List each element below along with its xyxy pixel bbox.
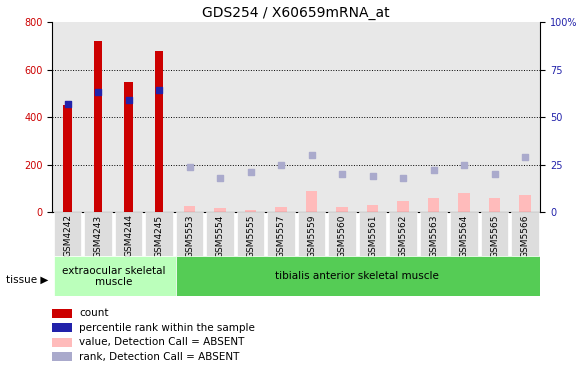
Bar	[479, 22, 510, 212]
Text: GSM4244: GSM4244	[124, 214, 133, 257]
FancyBboxPatch shape	[176, 256, 542, 296]
Bar	[205, 22, 235, 212]
Bar	[327, 22, 357, 212]
Text: GSM4242: GSM4242	[63, 214, 72, 257]
Bar	[519, 195, 531, 212]
Bar	[174, 22, 205, 212]
Bar	[510, 22, 540, 212]
Point	[399, 175, 408, 181]
Text: tissue ▶: tissue ▶	[6, 275, 48, 285]
Bar	[266, 22, 296, 212]
Bar	[235, 22, 266, 212]
Text: GSM5566: GSM5566	[521, 214, 529, 258]
Bar	[388, 22, 418, 212]
Bar	[296, 22, 327, 212]
Point	[94, 89, 103, 95]
Text: GSM5560: GSM5560	[338, 214, 346, 258]
FancyBboxPatch shape	[267, 212, 295, 256]
FancyBboxPatch shape	[328, 212, 356, 256]
Bar	[397, 201, 409, 212]
FancyBboxPatch shape	[54, 256, 176, 296]
FancyBboxPatch shape	[115, 212, 142, 256]
Point	[124, 97, 133, 103]
FancyBboxPatch shape	[54, 212, 81, 256]
Point	[216, 175, 225, 181]
Text: extraocular skeletal
muscle: extraocular skeletal muscle	[62, 265, 165, 287]
FancyBboxPatch shape	[420, 212, 447, 256]
Bar	[113, 22, 144, 212]
Point	[460, 162, 469, 168]
Point	[307, 152, 316, 158]
Text: GSM4243: GSM4243	[94, 214, 102, 258]
Text: GSM5554: GSM5554	[216, 214, 224, 258]
Bar	[83, 22, 113, 212]
FancyBboxPatch shape	[176, 212, 203, 256]
Bar	[214, 208, 226, 212]
Text: GSM5553: GSM5553	[185, 214, 194, 258]
FancyBboxPatch shape	[145, 212, 173, 256]
FancyBboxPatch shape	[206, 212, 234, 256]
Bar	[245, 210, 256, 212]
Point	[155, 87, 164, 93]
Bar	[52, 22, 83, 212]
Point	[368, 173, 377, 179]
Bar	[52, 309, 72, 318]
Point	[429, 168, 438, 173]
Bar	[489, 198, 500, 212]
Point	[185, 164, 194, 169]
FancyBboxPatch shape	[511, 212, 539, 256]
FancyBboxPatch shape	[84, 212, 112, 256]
Bar	[357, 22, 388, 212]
Text: GSM5563: GSM5563	[429, 214, 438, 258]
Point	[277, 162, 286, 168]
Point	[490, 171, 499, 177]
Text: GSM4245: GSM4245	[155, 214, 163, 258]
Bar	[94, 41, 102, 212]
Text: GSM5562: GSM5562	[399, 214, 407, 258]
Text: value, Detection Call = ABSENT: value, Detection Call = ABSENT	[79, 337, 245, 347]
Text: GSM5565: GSM5565	[490, 214, 499, 258]
Bar	[275, 207, 287, 212]
FancyBboxPatch shape	[237, 212, 264, 256]
FancyBboxPatch shape	[481, 212, 508, 256]
Bar	[124, 82, 133, 212]
Bar	[52, 323, 72, 332]
Bar	[63, 105, 72, 212]
FancyBboxPatch shape	[298, 212, 325, 256]
Point	[63, 101, 72, 107]
Text: GSM5555: GSM5555	[246, 214, 255, 258]
Bar	[449, 22, 479, 212]
Bar	[52, 338, 72, 347]
Bar	[52, 352, 72, 361]
FancyBboxPatch shape	[450, 212, 478, 256]
FancyBboxPatch shape	[359, 212, 386, 256]
Bar	[184, 206, 195, 212]
Point	[521, 154, 530, 160]
Text: rank, Detection Call = ABSENT: rank, Detection Call = ABSENT	[79, 352, 239, 362]
Bar	[155, 52, 163, 212]
Bar	[367, 205, 378, 212]
Bar	[458, 193, 470, 212]
Text: percentile rank within the sample: percentile rank within the sample	[79, 323, 255, 333]
Bar	[144, 22, 174, 212]
Text: GSM5557: GSM5557	[277, 214, 285, 258]
FancyBboxPatch shape	[389, 212, 417, 256]
Text: tibialis anterior skeletal muscle: tibialis anterior skeletal muscle	[275, 271, 439, 281]
Bar	[428, 198, 439, 212]
Text: GSM5559: GSM5559	[307, 214, 316, 258]
Point	[246, 169, 255, 175]
Text: count: count	[79, 308, 109, 318]
Point	[338, 171, 347, 177]
Bar	[336, 207, 348, 212]
Text: GSM5564: GSM5564	[460, 214, 468, 258]
Title: GDS254 / X60659mRNA_at: GDS254 / X60659mRNA_at	[203, 5, 390, 19]
Text: GSM5561: GSM5561	[368, 214, 377, 258]
Bar	[306, 191, 317, 212]
Bar	[418, 22, 449, 212]
